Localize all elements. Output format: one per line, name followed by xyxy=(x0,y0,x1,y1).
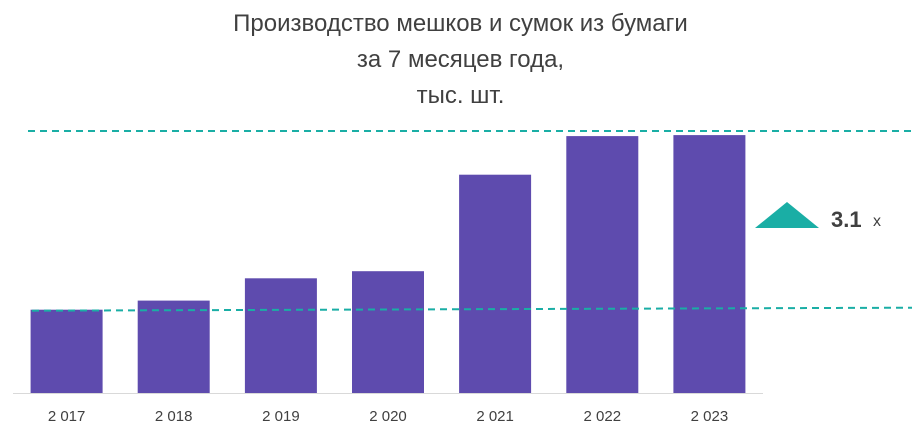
chart-title-line-1: Производство мешков и сумок из бумаги xyxy=(233,10,688,37)
x-tick-label: 2 018 xyxy=(155,408,193,425)
growth-annotation: 3.1 x xyxy=(755,202,881,232)
reference-line-low xyxy=(31,306,913,312)
bar-6 xyxy=(673,135,746,393)
x-tick-label: 2 017 xyxy=(48,408,86,425)
growth-value: 3.1 xyxy=(831,207,862,232)
bar-4 xyxy=(459,174,532,393)
x-tick-labels: 2 017 2 018 2 019 2 020 2 021 2 022 2 023 xyxy=(48,408,728,425)
chart-title: Производство мешков и сумок из бумаги за… xyxy=(0,6,921,114)
growth-unit: x xyxy=(873,213,881,230)
x-tick-label: 2 022 xyxy=(584,408,622,425)
bar-0 xyxy=(30,309,103,393)
bar-5 xyxy=(566,136,639,393)
bars-group xyxy=(30,135,746,393)
chart-title-line-3: тыс. шт. xyxy=(416,82,505,109)
up-triangle-icon xyxy=(755,202,819,228)
chart-title-line-2: за 7 месяцев года, xyxy=(356,46,565,73)
bar-3 xyxy=(352,271,424,393)
x-tick-label: 2 020 xyxy=(369,408,407,425)
bar-2 xyxy=(244,278,317,393)
x-tick-label: 2 019 xyxy=(262,408,300,425)
x-tick-label: 2 023 xyxy=(691,408,729,425)
bar-1 xyxy=(137,300,210,393)
x-tick-label: 2 021 xyxy=(476,408,514,425)
